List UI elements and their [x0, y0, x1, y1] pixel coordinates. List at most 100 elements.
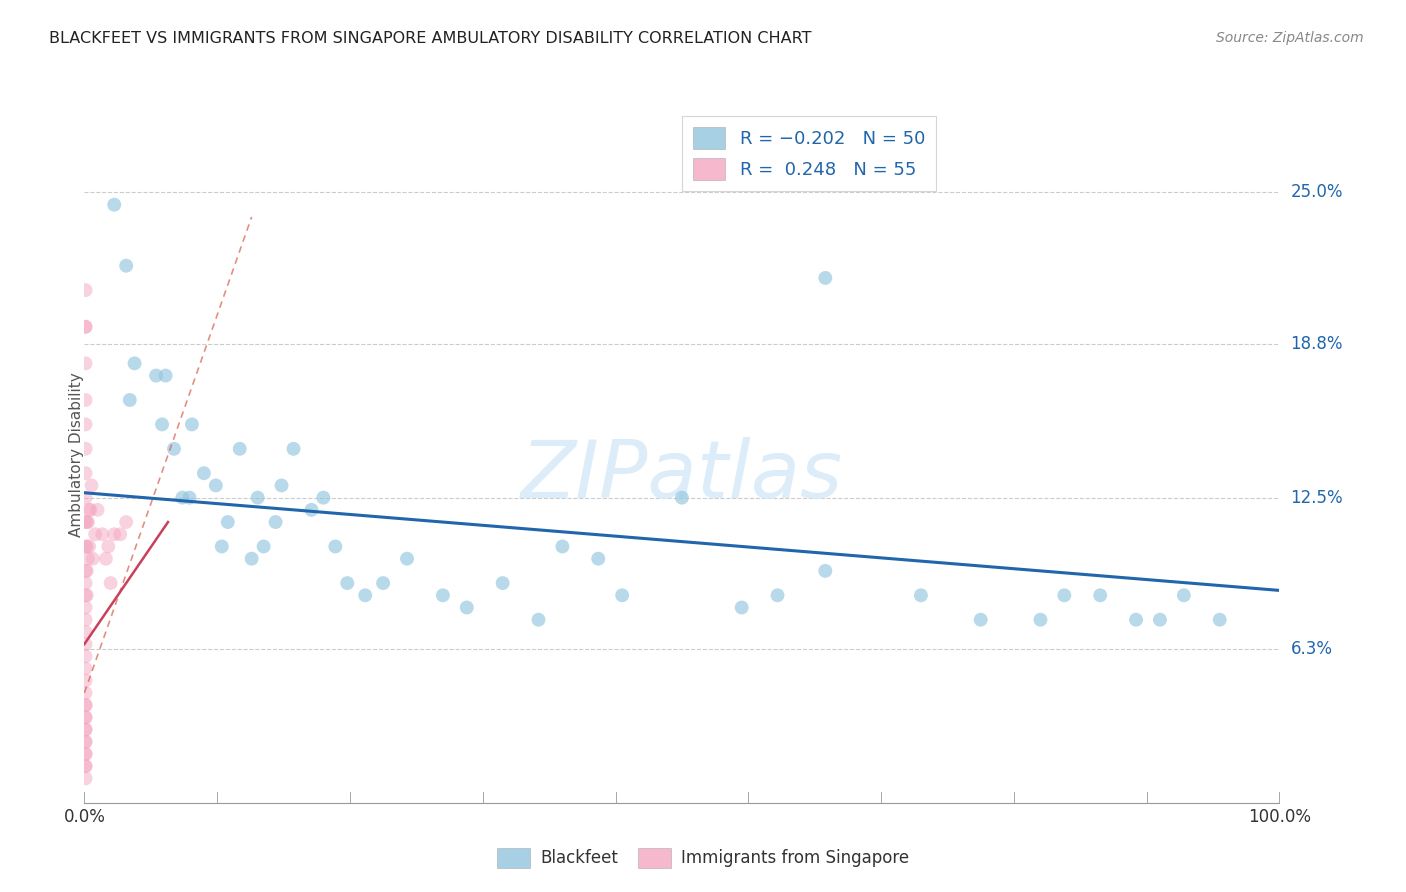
Point — [1149, 613, 1171, 627]
Point — [75, 698, 97, 713]
Point — [814, 564, 837, 578]
Point — [75, 710, 97, 724]
Point — [354, 588, 377, 602]
Point — [75, 588, 97, 602]
Text: BLACKFEET VS IMMIGRANTS FROM SINGAPORE AMBULATORY DISABILITY CORRELATION CHART: BLACKFEET VS IMMIGRANTS FROM SINGAPORE A… — [49, 31, 811, 46]
Point — [150, 417, 173, 432]
Point — [1173, 588, 1195, 602]
Point — [217, 515, 239, 529]
Point — [94, 551, 117, 566]
Point — [75, 649, 97, 664]
Point — [124, 356, 146, 370]
Point — [76, 588, 98, 602]
Point — [75, 442, 97, 456]
Point — [264, 515, 287, 529]
Point — [75, 723, 97, 737]
Point — [1029, 613, 1052, 627]
Point — [1053, 588, 1076, 602]
Point — [145, 368, 167, 383]
Point — [396, 551, 419, 566]
Point — [75, 392, 97, 407]
Point — [172, 491, 194, 505]
Point — [75, 723, 97, 737]
Point — [270, 478, 292, 492]
Point — [75, 319, 97, 334]
Point — [1125, 613, 1147, 627]
Point — [75, 515, 97, 529]
Point — [193, 467, 215, 481]
Point — [75, 661, 97, 675]
Point — [551, 540, 574, 554]
Point — [301, 503, 323, 517]
Point — [91, 527, 114, 541]
Point — [100, 576, 122, 591]
Text: 6.3%: 6.3% — [1291, 640, 1333, 658]
Text: ZIPatlas: ZIPatlas — [520, 437, 844, 515]
Point — [77, 503, 100, 517]
Point — [612, 588, 634, 602]
Point — [456, 600, 478, 615]
Point — [75, 735, 97, 749]
Point — [336, 576, 359, 591]
Point — [75, 491, 97, 505]
Point — [432, 588, 454, 602]
Point — [115, 515, 138, 529]
Point — [75, 283, 97, 297]
Point — [75, 735, 97, 749]
Point — [240, 551, 263, 566]
Point — [76, 564, 98, 578]
Point — [75, 698, 97, 713]
Point — [766, 588, 789, 602]
Point — [588, 551, 610, 566]
Point — [970, 613, 993, 627]
Point — [75, 564, 97, 578]
Point — [1209, 613, 1232, 627]
Point — [77, 551, 100, 566]
Point — [246, 491, 269, 505]
Point — [75, 613, 97, 627]
Point — [75, 624, 97, 639]
Point — [731, 600, 754, 615]
Point — [86, 503, 108, 517]
Point — [75, 600, 97, 615]
Point — [75, 686, 97, 700]
Point — [75, 417, 97, 432]
Point — [671, 491, 693, 505]
Point — [75, 576, 97, 591]
Point — [75, 467, 97, 481]
Point — [80, 478, 103, 492]
Point — [211, 540, 233, 554]
Point — [527, 613, 550, 627]
Legend: R = −0.202   N = 50, R =  0.248   N = 55: R = −0.202 N = 50, R = 0.248 N = 55 — [682, 116, 936, 191]
Point — [75, 673, 97, 688]
Point — [283, 442, 305, 456]
Point — [75, 772, 97, 786]
Point — [75, 540, 97, 554]
Point — [84, 527, 107, 541]
Point — [814, 271, 837, 285]
Point — [110, 527, 132, 541]
Point — [97, 540, 120, 554]
Point — [1090, 588, 1112, 602]
Point — [76, 540, 98, 554]
Point — [205, 478, 228, 492]
Text: 12.5%: 12.5% — [1291, 489, 1343, 507]
Point — [155, 368, 177, 383]
Point — [181, 417, 204, 432]
Point — [75, 759, 97, 773]
Point — [118, 392, 141, 407]
Point — [77, 540, 100, 554]
Point — [75, 747, 97, 761]
Point — [75, 637, 97, 651]
Point — [75, 356, 97, 370]
Point — [75, 759, 97, 773]
Point — [115, 259, 138, 273]
Point — [103, 197, 125, 211]
Point — [492, 576, 515, 591]
Legend: Blackfeet, Immigrants from Singapore: Blackfeet, Immigrants from Singapore — [491, 841, 915, 875]
Point — [76, 515, 98, 529]
Point — [103, 527, 125, 541]
Point — [253, 540, 276, 554]
Text: 25.0%: 25.0% — [1291, 184, 1343, 202]
Point — [229, 442, 252, 456]
